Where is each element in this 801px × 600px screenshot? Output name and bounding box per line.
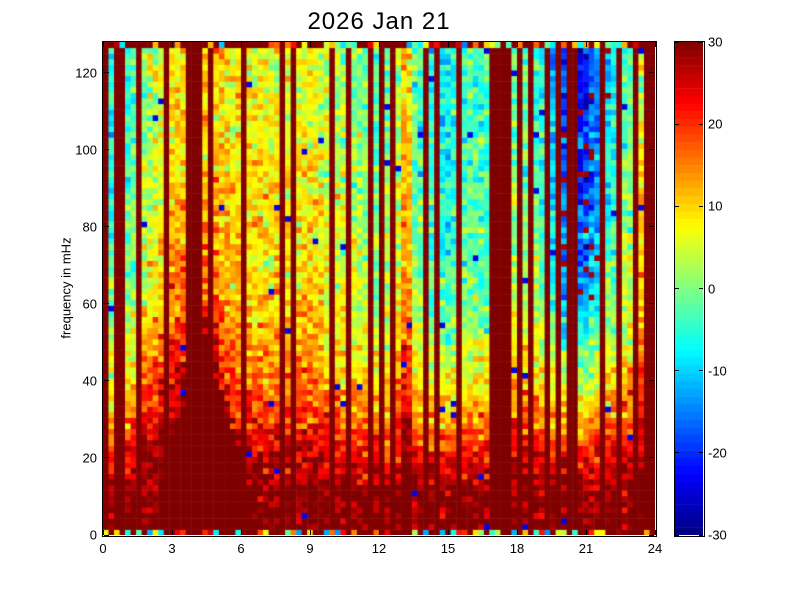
x-tick-label: 6 bbox=[237, 541, 245, 556]
y-axis-label: frequency in mHz bbox=[58, 237, 74, 339]
x-tick-label: 15 bbox=[440, 541, 456, 556]
x-tick-label: 24 bbox=[647, 541, 663, 556]
colorbar-tick-label: 20 bbox=[708, 116, 723, 132]
y-tick-label: 20 bbox=[82, 450, 97, 466]
x-tick-label: 3 bbox=[168, 541, 176, 556]
y-tick-label: 0 bbox=[89, 527, 97, 543]
y-tick-label: 80 bbox=[82, 219, 97, 235]
x-tick-label: 9 bbox=[306, 541, 314, 556]
colorbar-tick-label: -10 bbox=[708, 363, 727, 379]
colorbar-tick-label: 30 bbox=[708, 34, 723, 50]
x-tick-label: 0 bbox=[99, 541, 107, 556]
x-tick-label: 18 bbox=[509, 541, 525, 556]
y-tick-label: 120 bbox=[75, 65, 97, 81]
y-tick-label: 60 bbox=[82, 296, 97, 312]
colorbar-tick-label: 10 bbox=[708, 198, 723, 214]
spectrogram-heatmap bbox=[103, 42, 655, 535]
chart-title: 2026 Jan 21 bbox=[307, 8, 451, 35]
colorbar-gradient bbox=[675, 42, 703, 535]
colorbar-tick-label: -30 bbox=[708, 527, 727, 543]
colorbar-tick-label: 0 bbox=[708, 281, 716, 296]
colorbar-tick-label: -20 bbox=[708, 445, 727, 461]
x-tick-label: 12 bbox=[371, 541, 387, 556]
y-tick-label: 100 bbox=[75, 142, 97, 158]
y-tick-label: 40 bbox=[82, 373, 97, 389]
x-tick-label: 21 bbox=[578, 541, 594, 556]
